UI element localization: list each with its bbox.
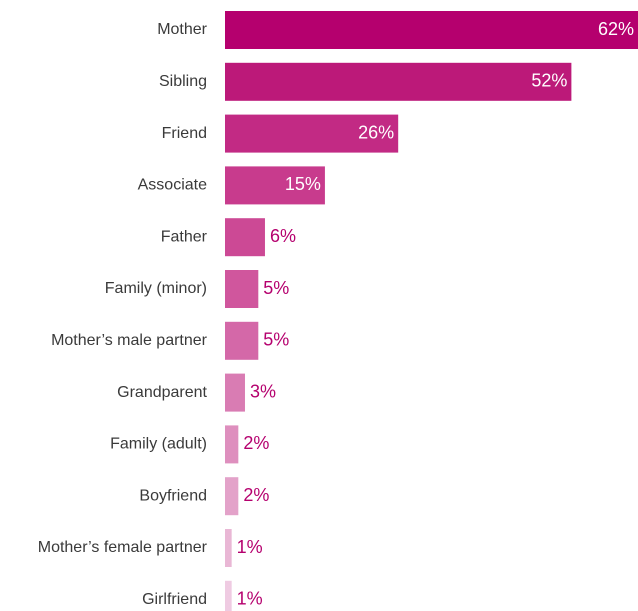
bar xyxy=(225,270,259,308)
bar xyxy=(225,218,265,257)
value-label: 5% xyxy=(263,330,289,350)
value-label: 6% xyxy=(270,226,296,246)
value-label: 1% xyxy=(237,589,263,609)
value-label: 15% xyxy=(285,174,321,194)
bar xyxy=(225,477,239,516)
value-label: 1% xyxy=(237,537,263,557)
value-label: 26% xyxy=(358,122,394,142)
category-label: Girlfriend xyxy=(142,591,207,608)
category-label: Mother xyxy=(157,21,207,38)
value-label: 62% xyxy=(598,19,634,39)
category-label: Boyfriend xyxy=(139,487,207,504)
value-label: 2% xyxy=(243,433,269,453)
category-label: Sibling xyxy=(159,73,207,90)
category-label: Mother’s female partner xyxy=(38,539,208,556)
bar xyxy=(225,114,399,153)
bar xyxy=(225,11,638,49)
bar xyxy=(225,425,239,464)
bar xyxy=(225,529,232,567)
category-label: Family (minor) xyxy=(105,280,207,297)
bar xyxy=(225,62,572,101)
value-label: 3% xyxy=(250,381,276,401)
category-label: Mother’s male partner xyxy=(51,332,208,349)
category-label: Friend xyxy=(162,125,207,142)
bar xyxy=(225,321,259,360)
value-label: 2% xyxy=(243,485,269,505)
value-label: 52% xyxy=(531,71,567,91)
category-label: Grandparent xyxy=(117,384,207,401)
bar xyxy=(225,373,245,412)
category-label: Associate xyxy=(138,177,207,194)
category-label: Family (adult) xyxy=(110,436,207,453)
value-label: 5% xyxy=(263,278,289,298)
bar xyxy=(225,580,232,611)
category-label: Father xyxy=(161,228,208,245)
bar xyxy=(225,166,325,205)
